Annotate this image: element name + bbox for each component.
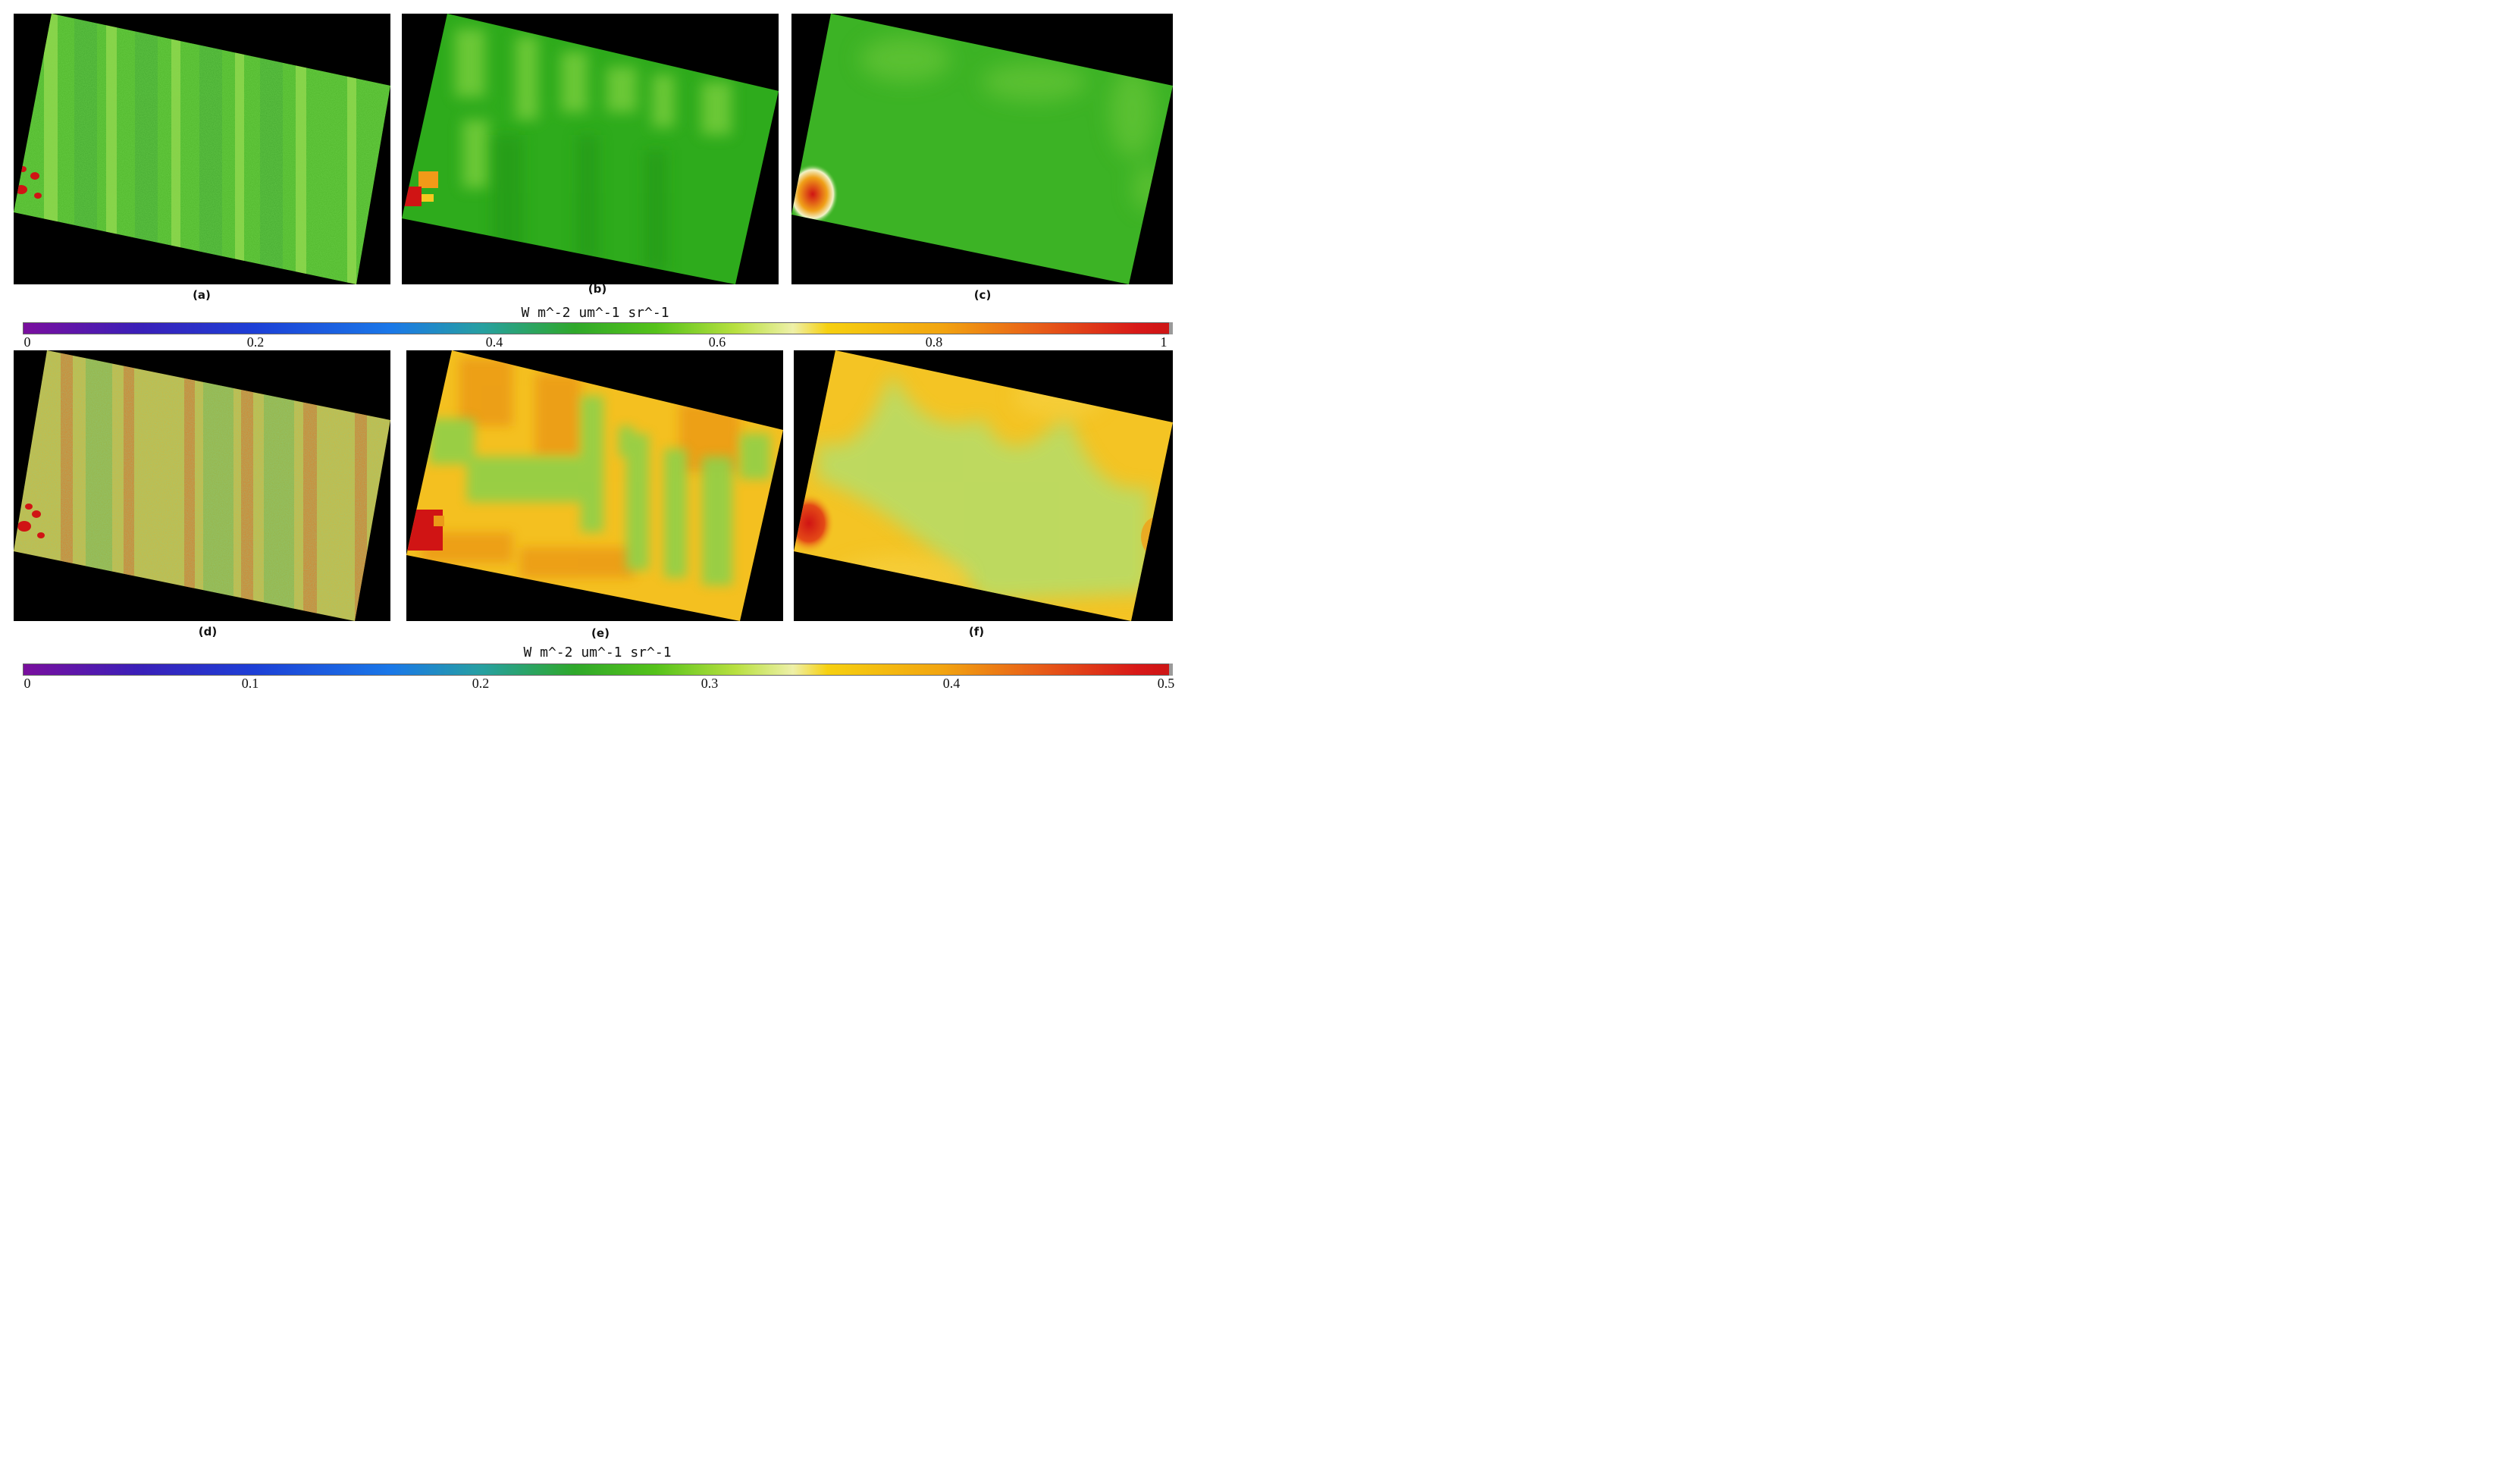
panel-label-d: (d)	[198, 625, 218, 638]
panel-f	[794, 350, 1173, 621]
colorbar-bottom	[23, 664, 1173, 676]
panel-label-a: (a)	[193, 288, 211, 302]
panel-d	[14, 350, 390, 621]
colorbar-tick: 0.5	[1157, 676, 1175, 691]
colorbar-tick: 0.2	[246, 334, 265, 350]
colorbar-tick: 0.2	[472, 676, 490, 691]
panel-b	[402, 14, 779, 284]
panel-a	[14, 14, 390, 284]
colorbar-tick: 0.3	[701, 676, 719, 691]
colorbar-tick: 0	[24, 676, 31, 691]
colorbar-unit-label: W m^-2 um^-1 sr^-1	[523, 645, 672, 660]
colorbar-tick: 0.4	[942, 676, 961, 691]
colorbar-tick: 0.1	[241, 676, 259, 691]
colorbar-tick: 0.4	[485, 334, 503, 350]
panel-label-c: (c)	[973, 288, 992, 302]
colorbar-tick: 0.8	[925, 334, 943, 350]
panel-c	[791, 14, 1173, 284]
colorbar-tick: 0.6	[708, 334, 726, 350]
colorbar-tick: 0	[24, 334, 31, 350]
panel-label-f: (f)	[968, 625, 985, 638]
panel-e	[406, 350, 783, 621]
colorbar-top	[23, 322, 1173, 334]
colorbar-unit-label: W m^-2 um^-1 sr^-1	[521, 305, 669, 321]
colorbar-tick: 1	[1160, 334, 1168, 350]
panel-label-e: (e)	[591, 626, 610, 640]
panel-label-b: (b)	[588, 282, 607, 296]
